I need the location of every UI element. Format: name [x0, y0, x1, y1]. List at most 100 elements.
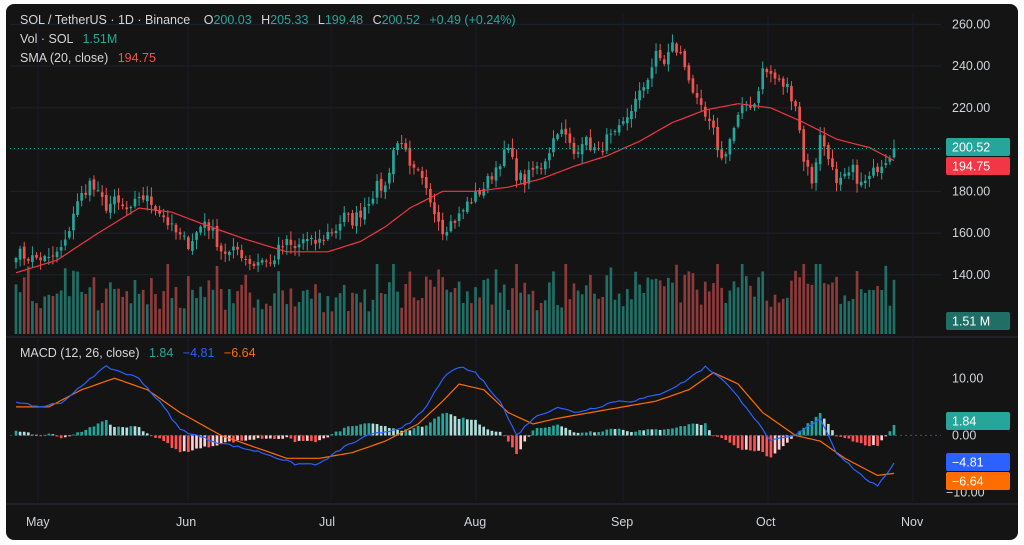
chart-canvas[interactable]: 260.00240.00220.00200.00180.00160.00140.…	[6, 4, 1018, 540]
candle-body	[502, 149, 506, 166]
candle-body	[839, 177, 842, 185]
volume-bar	[178, 307, 182, 334]
volume-bar	[765, 300, 769, 334]
histogram-bar	[68, 435, 71, 437]
candle-body	[798, 106, 801, 131]
candle-body	[400, 143, 403, 145]
histogram-bar	[761, 435, 765, 452]
histogram-bar	[351, 426, 354, 436]
volume-bar	[334, 297, 338, 334]
month-label: Nov	[901, 515, 924, 529]
histogram-bar	[876, 435, 879, 446]
histogram-bar	[359, 424, 362, 436]
histogram-bar	[429, 422, 432, 436]
candle-body	[822, 135, 826, 147]
volume-bar	[847, 301, 851, 334]
macd-legend-histogram: 1.84	[148, 346, 174, 360]
volume-bar	[195, 297, 198, 334]
high-value: 205.33	[270, 13, 309, 27]
histogram-bar	[318, 435, 321, 441]
volume-bar	[162, 291, 166, 334]
histogram-bar	[531, 430, 535, 436]
volume-bar	[92, 277, 96, 334]
macd-legend[interactable]: MACD (12, 26, close) 1.84 −4.81 −6.64	[20, 346, 256, 360]
candle-body	[256, 262, 260, 266]
histogram-bar	[182, 435, 186, 452]
volume-tag-box	[946, 312, 1010, 330]
volume-bar	[55, 293, 59, 334]
histogram-bar	[141, 431, 145, 436]
volume-bar	[798, 277, 801, 334]
candle-body	[392, 150, 395, 175]
volume-legend[interactable]: Vol · SOL 1.51M	[20, 32, 117, 46]
candle-body	[827, 145, 830, 160]
signal-tag: −6.64	[946, 472, 1010, 490]
candle-body	[445, 232, 449, 236]
macd-tag: −4.81	[946, 453, 1010, 471]
candle-body	[671, 42, 674, 52]
candle-body	[831, 158, 834, 168]
volume-bar	[457, 281, 461, 334]
histogram-bar	[490, 430, 494, 436]
candle-body	[383, 185, 387, 193]
macd-tag-box	[946, 453, 1010, 471]
close-value: 200.52	[381, 13, 420, 27]
volume-bar	[687, 271, 691, 334]
volume-bar	[121, 296, 125, 334]
candle-body	[301, 239, 305, 244]
volume-bar	[150, 277, 153, 334]
macd-lines-layer	[15, 364, 895, 487]
histogram-bar	[617, 428, 621, 436]
volume-legend-value: 1.51M	[82, 32, 118, 46]
macd-line	[15, 364, 895, 487]
candle-body	[223, 251, 227, 254]
volume-bar	[22, 277, 26, 334]
volume-bar	[219, 288, 223, 334]
symbol-legend[interactable]: SOL / TetherUS · 1D · Binance O200.03 H2…	[20, 13, 516, 27]
histogram-bar	[519, 435, 522, 450]
volume-bar	[859, 289, 863, 334]
histogram-bar	[334, 431, 338, 436]
volume-bar	[203, 297, 207, 334]
month-label: Oct	[756, 515, 776, 529]
histogram-bar	[872, 435, 875, 446]
candle-body	[691, 78, 695, 93]
candle-body	[859, 181, 863, 186]
histogram-bar	[593, 432, 596, 436]
volume-bar	[80, 291, 83, 334]
histogram-bar	[515, 435, 518, 454]
price-candles[interactable]	[14, 34, 896, 273]
candle-body	[346, 213, 350, 215]
histogram-bar	[843, 435, 847, 439]
volume-bar	[359, 302, 362, 334]
volume-bar	[625, 289, 629, 334]
volume-bar	[712, 283, 715, 334]
histogram-bar	[150, 435, 153, 437]
volume-bar	[724, 302, 728, 334]
histogram-bar	[363, 423, 367, 436]
candle-body	[297, 244, 301, 248]
candle-body	[712, 120, 715, 128]
volume-bar	[207, 280, 211, 334]
histogram-bar	[609, 428, 613, 436]
volume-bar	[863, 292, 867, 334]
histogram-bar	[330, 434, 334, 436]
histogram-bar	[203, 435, 207, 447]
sma-legend[interactable]: SMA (20, close) 194.75	[20, 51, 156, 65]
volume-bar	[113, 288, 116, 334]
candle-body	[589, 137, 592, 151]
volume-bars	[14, 264, 896, 334]
volume-bar	[621, 306, 625, 334]
volume-bar	[531, 290, 535, 334]
histogram-bar	[396, 429, 399, 436]
histogram-bar	[445, 412, 449, 436]
volume-bar	[318, 292, 321, 334]
volume-bar	[584, 285, 588, 334]
candle-body	[92, 179, 96, 190]
candle-body	[141, 195, 145, 200]
time-axis[interactable]: May Jun Jul Aug Sep Oct Nov	[26, 515, 924, 529]
volume-bar	[646, 277, 650, 334]
volume-bar	[708, 291, 711, 334]
candle-body	[449, 221, 453, 232]
candle-body	[388, 172, 391, 184]
